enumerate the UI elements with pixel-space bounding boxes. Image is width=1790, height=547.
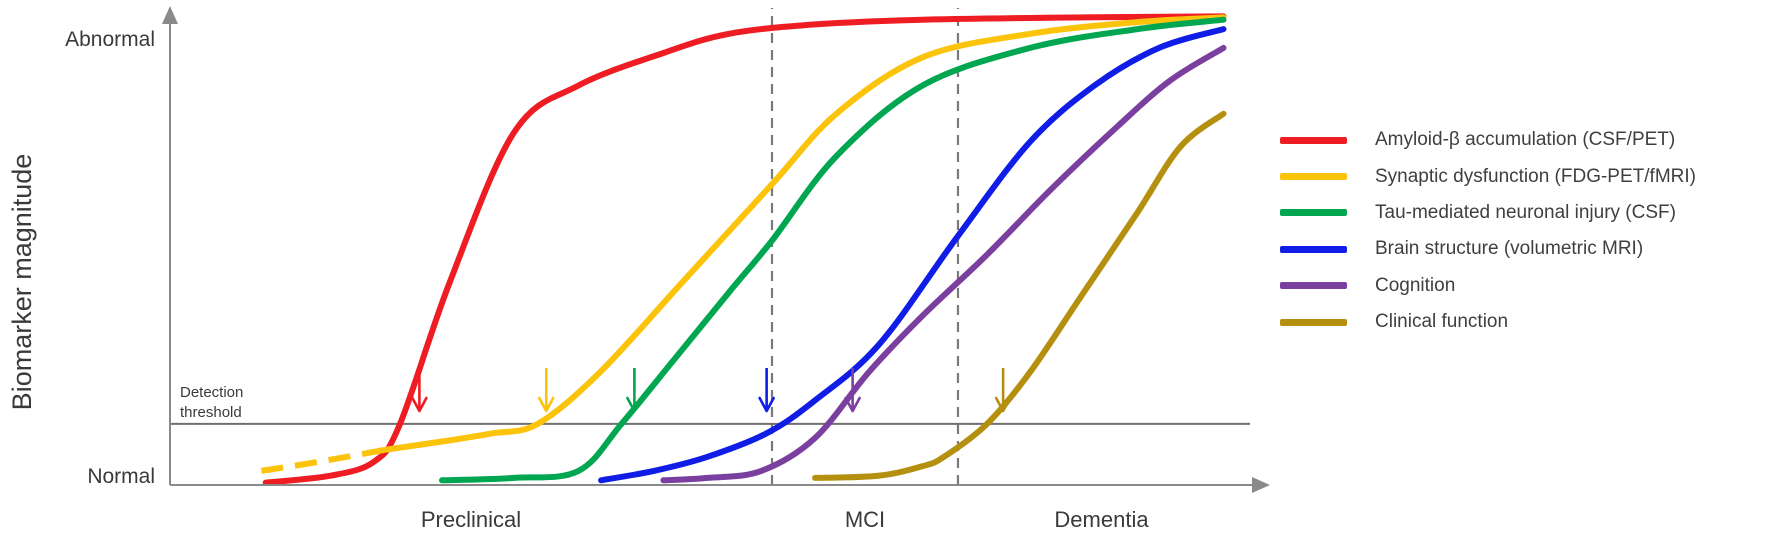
legend-label: Synaptic dysfunction (FDG-PET/fMRI) bbox=[1375, 165, 1696, 187]
legend-swatch bbox=[1280, 282, 1347, 290]
series-4-line bbox=[598, 26, 1227, 484]
stage-label-preclinical: Preclinical bbox=[421, 507, 521, 532]
series-5-line bbox=[660, 44, 1227, 484]
y-tick-abnormal: Abnormal bbox=[65, 28, 155, 51]
legend-swatch bbox=[1280, 318, 1347, 326]
legend-item-2: Synaptic dysfunction (FDG-PET/fMRI) bbox=[1280, 158, 1696, 194]
legend-label: Amyloid-β accumulation (CSF/PET) bbox=[1375, 129, 1676, 151]
legend-item-1: Amyloid-β accumulation (CSF/PET) bbox=[1280, 122, 1696, 158]
series-2-line-dashed bbox=[260, 446, 386, 474]
legend-swatch bbox=[1280, 245, 1347, 253]
legend-label: Clinical function bbox=[1375, 311, 1509, 333]
series-2-detection-arrow bbox=[537, 368, 555, 413]
legend-item-6: Clinical function bbox=[1280, 304, 1696, 340]
threshold-label-line1: Detection bbox=[180, 384, 243, 401]
series-6-detection-arrow bbox=[994, 368, 1012, 413]
legend: Amyloid-β accumulation (CSF/PET) Synaptic… bbox=[1280, 122, 1696, 340]
series-1-detection-arrow bbox=[411, 368, 428, 413]
series-1-line bbox=[262, 13, 1227, 486]
legend-label: Brain structure (volumetric MRI) bbox=[1375, 238, 1644, 260]
legend-swatch bbox=[1280, 136, 1347, 144]
legend-item-5: Cognition bbox=[1280, 268, 1696, 304]
legend-swatch bbox=[1280, 209, 1347, 217]
series-2-line bbox=[382, 14, 1227, 453]
series-5-detection-arrow bbox=[844, 368, 861, 413]
legend-item-4: Brain structure (volumetric MRI) bbox=[1280, 231, 1696, 267]
y-axis-label: Biomarker magnitude bbox=[7, 154, 37, 411]
y-tick-normal: Normal bbox=[87, 465, 155, 488]
stage-label-mci: MCI bbox=[845, 507, 885, 532]
legend-item-3: Tau-mediated neuronal injury (CSF) bbox=[1280, 195, 1696, 231]
legend-swatch bbox=[1280, 173, 1347, 181]
threshold-label-line2: threshold bbox=[180, 404, 242, 421]
legend-label: Cognition bbox=[1375, 274, 1456, 296]
stage-label-dementia: Dementia bbox=[1054, 507, 1149, 532]
series-3-line bbox=[439, 16, 1227, 484]
series-3-detection-arrow bbox=[626, 368, 643, 413]
series-4-detection-arrow bbox=[758, 368, 775, 413]
series-6-line bbox=[812, 110, 1227, 481]
legend-label: Tau-mediated neuronal injury (CSF) bbox=[1375, 201, 1676, 223]
